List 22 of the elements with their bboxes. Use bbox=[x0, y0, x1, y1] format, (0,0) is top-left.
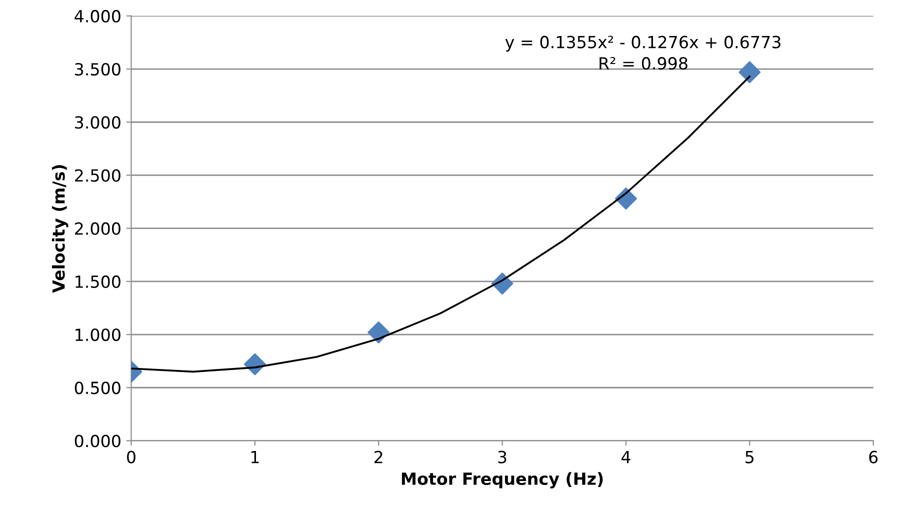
y-tick-label: 4.000 bbox=[74, 10, 120, 22]
y-tick-label: 2.500 bbox=[75, 169, 120, 182]
annotation: R² = 0.998 bbox=[600, 57, 688, 70]
x-tick-label: 5 bbox=[746, 450, 754, 464]
x-tick-label: 4 bbox=[621, 450, 630, 464]
x-tick-label: 3 bbox=[498, 450, 506, 464]
annotation: y = 0.1355x² - 0.1276x + 0.6773 bbox=[505, 36, 780, 52]
x-tick-label: 2 bbox=[374, 450, 382, 464]
y-tick-label: 1.000 bbox=[76, 328, 120, 342]
y-tick-label: 3.500 bbox=[75, 62, 120, 76]
x-axis-title: Motor Frequency (Hz) bbox=[402, 472, 603, 488]
y-tick-label: 2.000 bbox=[75, 222, 120, 235]
y-axis-title: Velocity (m/s) bbox=[52, 165, 68, 293]
point bbox=[738, 61, 761, 84]
y-tick-label: 0.000 bbox=[74, 434, 120, 448]
point bbox=[368, 321, 390, 344]
x-tick-label: 6 bbox=[869, 450, 878, 464]
x-tick-label: 1 bbox=[251, 450, 259, 464]
y-tick-label: 3.000 bbox=[75, 116, 120, 129]
y-tick-label: 0.500 bbox=[74, 382, 120, 394]
y-tick-label: 1.500 bbox=[76, 275, 120, 288]
x-tick-label: 0 bbox=[127, 450, 136, 464]
